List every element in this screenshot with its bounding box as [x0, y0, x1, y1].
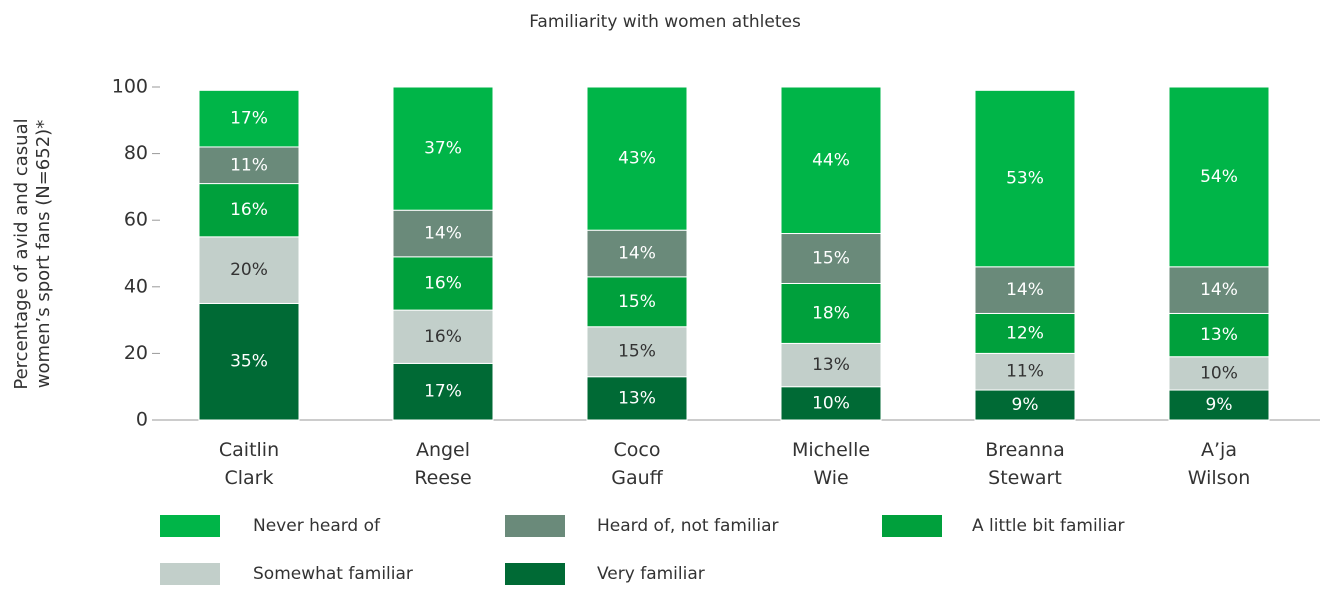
- bar-segment: [1168, 312, 1270, 358]
- bar-segment: [586, 276, 688, 328]
- data-label: 11%: [230, 155, 268, 175]
- x-tick-label-line: Michelle: [792, 439, 870, 461]
- x-tick-label-line: Angel: [416, 439, 470, 461]
- y-tick-label: 0: [136, 409, 148, 431]
- bar-segment: [198, 183, 300, 238]
- data-label: 20%: [230, 260, 268, 280]
- data-label: 17%: [424, 382, 462, 402]
- bar-segment: [392, 86, 494, 211]
- y-axis-label-line: Percentage of avid and casual: [11, 118, 32, 389]
- data-label: 14%: [1200, 280, 1238, 300]
- x-tick-label: Michelle Wie: [792, 439, 870, 489]
- data-label: 37%: [424, 139, 462, 159]
- bar-segment: [198, 89, 300, 148]
- y-axis-label-line: women’s sport fans (N=652)*: [33, 120, 54, 388]
- chart-title: Familiarity with women athletes: [529, 12, 801, 32]
- bar-segment: [392, 309, 494, 364]
- data-label: 10%: [812, 393, 850, 413]
- bar-segment: [1168, 86, 1270, 268]
- bar-segment: [974, 89, 1076, 268]
- data-label: 11%: [1006, 362, 1044, 382]
- legend-swatch: [882, 515, 942, 537]
- data-label: 12%: [1006, 323, 1044, 343]
- data-label: 43%: [618, 149, 656, 169]
- data-label: 15%: [618, 342, 656, 362]
- data-label: 13%: [618, 388, 656, 408]
- x-tick-label: A’ja Wilson: [1188, 439, 1251, 489]
- legend-label: Somewhat familiar: [253, 564, 413, 584]
- data-label: 54%: [1200, 167, 1238, 187]
- data-label: 44%: [812, 150, 850, 170]
- data-label: 15%: [812, 248, 850, 268]
- bar-segment: [974, 312, 1076, 354]
- data-label: 16%: [424, 327, 462, 347]
- x-tick-label-line: Wilson: [1188, 467, 1251, 489]
- x-tick-label-line: Breanna: [985, 439, 1065, 461]
- legend-label: Very familiar: [597, 564, 705, 584]
- data-label: 14%: [618, 244, 656, 264]
- bar-segment: [392, 362, 494, 421]
- data-label: 9%: [1206, 395, 1233, 415]
- data-label: 35%: [230, 352, 268, 372]
- y-tick-label: 80: [124, 142, 148, 164]
- data-label: 53%: [1006, 169, 1044, 189]
- data-label: 15%: [618, 292, 656, 312]
- y-tick-label: 40: [124, 275, 148, 297]
- data-label: 14%: [424, 224, 462, 244]
- bar-segment: [780, 386, 882, 421]
- legend-swatch: [505, 563, 565, 585]
- x-tick-label-line: Clark: [224, 467, 273, 489]
- bar-segment: [974, 352, 1076, 391]
- y-axis-label: Percentage of avid and casual women’s sp…: [11, 118, 54, 389]
- legend-swatch: [160, 515, 220, 537]
- bar-segment: [586, 229, 688, 278]
- x-tick-label-line: Wie: [813, 467, 848, 489]
- legend-label: Heard of, not familiar: [597, 516, 779, 536]
- x-tick-label-line: Coco: [614, 439, 661, 461]
- data-label: 13%: [812, 355, 850, 375]
- y-tick-label: 20: [124, 342, 148, 364]
- bar-segment: [392, 209, 494, 258]
- x-tick-label-line: Gauff: [611, 467, 663, 489]
- legend-label: A little bit familiar: [972, 516, 1125, 536]
- x-tick-label-line: A’ja: [1201, 439, 1237, 461]
- bar-segment: [198, 146, 300, 185]
- x-tick-label: Angel Reese: [414, 439, 471, 489]
- bar-segment: [780, 233, 882, 284]
- x-tick-label: Breanna Stewart: [985, 439, 1065, 489]
- bar-segment: [392, 256, 494, 311]
- data-label: 17%: [230, 109, 268, 129]
- data-label: 9%: [1012, 395, 1039, 415]
- bar-segment: [780, 86, 882, 235]
- data-label: 10%: [1200, 363, 1238, 383]
- legend-swatch: [160, 563, 220, 585]
- legend-swatch: [505, 515, 565, 537]
- bar-segment: [586, 326, 688, 378]
- x-tick-label: Coco Gauff: [611, 439, 663, 489]
- bar-segment: [198, 236, 300, 304]
- bar-segment: [586, 376, 688, 421]
- data-label: 13%: [1200, 325, 1238, 345]
- x-tick-label-line: Caitlin: [219, 439, 279, 461]
- bar-segment: [198, 302, 300, 421]
- y-tick-label: 60: [124, 209, 148, 231]
- data-label: 14%: [1006, 280, 1044, 300]
- x-tick-label-line: Stewart: [988, 467, 1062, 489]
- bar-segment: [780, 282, 882, 344]
- bar-segment: [1168, 266, 1270, 314]
- bar-segment: [974, 389, 1076, 421]
- x-tick-label: Caitlin Clark: [219, 439, 279, 489]
- y-tick-label: 100: [112, 76, 148, 98]
- data-label: 16%: [230, 200, 268, 220]
- bar-segment: [586, 86, 688, 231]
- bar-segment: [974, 266, 1076, 314]
- legend-label: Never heard of: [253, 516, 381, 536]
- bar-segment: [780, 342, 882, 388]
- x-tick-label-line: Reese: [414, 467, 471, 489]
- data-label: 18%: [812, 303, 850, 323]
- data-label: 16%: [424, 273, 462, 293]
